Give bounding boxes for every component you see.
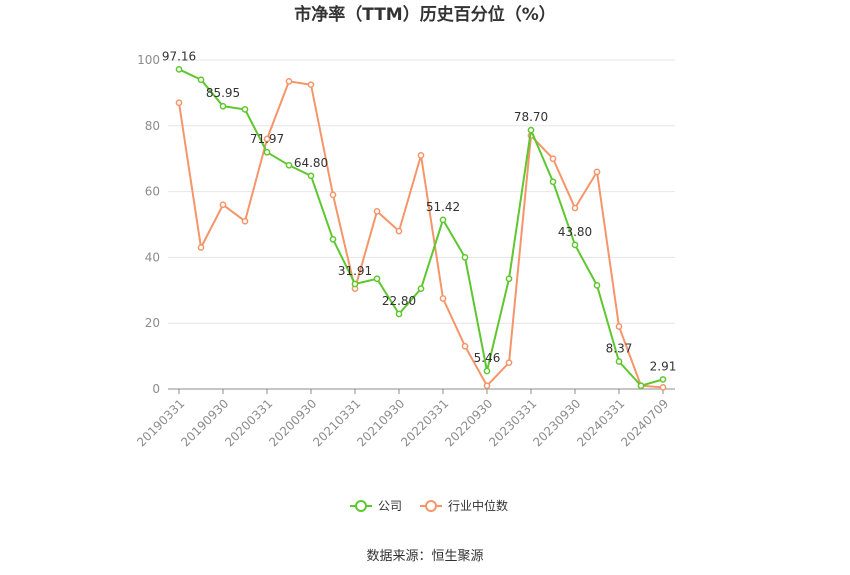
data-point-0[interactable] xyxy=(483,367,491,375)
data-point-0[interactable] xyxy=(527,126,535,134)
data-point-1[interactable] xyxy=(461,342,469,350)
data-label: 5.46 xyxy=(474,351,501,365)
data-point-1[interactable] xyxy=(505,359,513,367)
legend-marker xyxy=(355,500,367,512)
data-label: 31.91 xyxy=(338,264,372,278)
data-point-0[interactable] xyxy=(373,275,381,283)
data-point-0[interactable] xyxy=(395,310,403,318)
data-point-0[interactable] xyxy=(241,106,249,113)
y-tick-label: 80 xyxy=(145,119,160,133)
data-point-1[interactable] xyxy=(417,152,425,159)
data-point-0[interactable] xyxy=(571,241,579,249)
data-label: 22.80 xyxy=(382,294,416,308)
data-point-0[interactable] xyxy=(461,254,469,261)
data-point-0[interactable] xyxy=(329,235,337,243)
data-point-0[interactable] xyxy=(351,280,359,288)
data-point-1[interactable] xyxy=(285,78,293,85)
legend-item-0[interactable]: 公司 xyxy=(350,499,402,513)
data-point-0[interactable] xyxy=(593,282,601,289)
y-tick-label: 100 xyxy=(137,53,160,67)
data-label: 85.95 xyxy=(206,86,240,100)
legend-item-1[interactable]: 行业中位数 xyxy=(420,498,508,513)
legend[interactable]: 公司 行业中位数 xyxy=(350,498,508,513)
data-point-1[interactable] xyxy=(593,168,601,176)
y-tick-label: 60 xyxy=(145,185,160,199)
data-label: 43.80 xyxy=(558,225,592,239)
data-point-1[interactable] xyxy=(615,323,623,330)
data-source: 数据来源：恒生聚源 xyxy=(366,549,483,564)
data-label: 2.91 xyxy=(650,359,677,373)
data-point-0[interactable] xyxy=(439,216,447,224)
series-layer xyxy=(175,65,667,391)
data-label: 97.16 xyxy=(162,49,196,63)
data-point-0[interactable] xyxy=(659,376,667,383)
data-point-0[interactable] xyxy=(175,65,183,73)
data-point-0[interactable] xyxy=(637,382,645,390)
chart-title: 市净率（TTM）历史百分位（%） xyxy=(294,4,556,25)
data-point-1[interactable] xyxy=(329,191,337,199)
data-point-0[interactable] xyxy=(505,275,513,283)
data-point-0[interactable] xyxy=(219,102,227,110)
data-point-0[interactable] xyxy=(197,76,205,84)
legend-marker xyxy=(425,500,437,512)
data-point-0[interactable] xyxy=(615,358,623,365)
data-point-1[interactable] xyxy=(571,204,579,212)
data-point-1[interactable] xyxy=(395,227,403,235)
data-point-1[interactable] xyxy=(241,217,249,225)
data-point-0[interactable] xyxy=(263,148,271,156)
y-tick-label: 40 xyxy=(145,250,160,264)
data-point-1[interactable] xyxy=(659,384,667,391)
x-tick-label: 20240709 xyxy=(618,396,671,449)
data-point-0[interactable] xyxy=(307,172,315,180)
data-label: 8.37 xyxy=(606,341,633,355)
data-point-1[interactable] xyxy=(439,295,447,302)
data-label: 64.80 xyxy=(294,156,328,170)
data-point-1[interactable] xyxy=(197,244,205,251)
data-point-1[interactable] xyxy=(307,81,315,89)
data-labels: 97.16 85.95 71.97 64.80 31.91 22.80 51.42 5.46 7… xyxy=(162,49,677,373)
data-label: 78.70 xyxy=(514,110,548,124)
data-label: 51.42 xyxy=(426,200,460,214)
axes: 0204060801002019033120190930202003312020… xyxy=(134,53,675,450)
data-point-1[interactable] xyxy=(373,207,381,215)
y-tick-label: 0 xyxy=(152,382,160,396)
data-point-1[interactable] xyxy=(219,201,227,209)
data-label: 71.97 xyxy=(250,132,284,146)
data-point-1[interactable] xyxy=(175,99,183,107)
data-point-1[interactable] xyxy=(549,155,557,163)
data-point-0[interactable] xyxy=(285,161,293,169)
y-tick-label: 20 xyxy=(145,316,160,330)
data-point-0[interactable] xyxy=(549,178,557,186)
legend-label: 公司 xyxy=(378,499,402,513)
data-point-1[interactable] xyxy=(483,382,491,390)
data-point-0[interactable] xyxy=(417,285,425,293)
data-point-1[interactable] xyxy=(263,135,271,143)
legend-label: 行业中位数 xyxy=(448,498,508,513)
